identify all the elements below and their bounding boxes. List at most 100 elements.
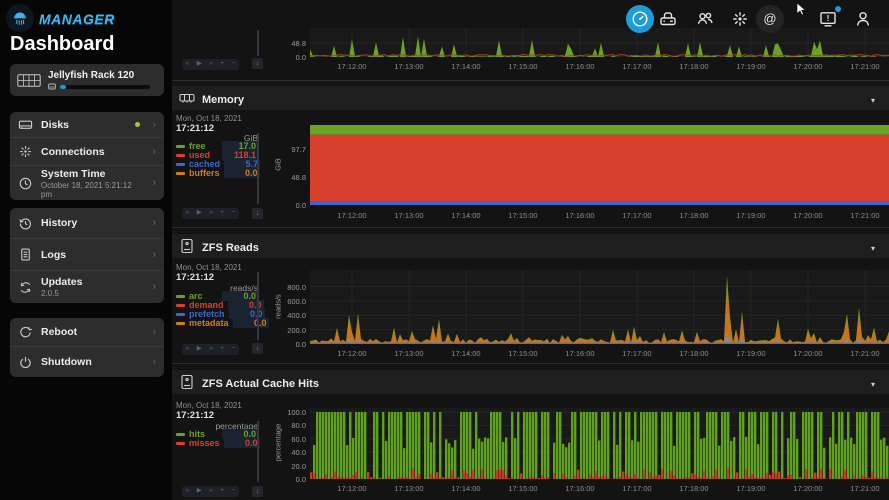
chart-playback-controls: « ▶ » +− xyxy=(182,208,239,219)
chart-zoom-slider-thumb[interactable]: ↓ xyxy=(252,208,263,219)
chart-zoom-slider-track[interactable] xyxy=(257,133,259,204)
cache_hits-chart[interactable] xyxy=(310,408,889,479)
x-axis-label: 17:17:00 xyxy=(617,349,657,358)
player-zoom-in-button[interactable]: + xyxy=(220,488,224,495)
updates-icon xyxy=(18,280,33,295)
x-axis-label: 17:16:00 xyxy=(560,484,600,493)
sidebar-item-logs[interactable]: Logs › xyxy=(10,239,164,271)
y-axis-label: 200.0 xyxy=(278,326,306,335)
player-forward-button[interactable]: » xyxy=(209,210,213,217)
chevron-right-icon: › xyxy=(152,120,156,130)
player-zoom-out-button[interactable]: − xyxy=(231,346,235,353)
legend-row-metadata[interactable]: metadata 0.0 xyxy=(176,318,258,328)
zfs-reads-collapse-caret[interactable]: ▾ xyxy=(871,244,875,253)
x-axis-label: 17:18:00 xyxy=(674,484,714,493)
chart-zoom-slider-thumb[interactable]: ↓ xyxy=(252,486,263,497)
player-play-button[interactable]: ▶ xyxy=(197,61,202,68)
sidebar-group-maintenance: History › Logs › Updates 2.0.5 › xyxy=(10,208,164,303)
y-axis-label: 97.7 xyxy=(278,145,306,154)
cache-hits-legend-time: 17:21:12 xyxy=(176,410,214,421)
chevron-right-icon: › xyxy=(152,218,156,228)
chart-zoom-slider-track[interactable] xyxy=(257,30,259,56)
sidebar-item-label: Logs xyxy=(41,249,66,261)
x-axis-label: 17:14:00 xyxy=(446,62,486,71)
x-axis-label: 17:18:00 xyxy=(674,62,714,71)
system-card[interactable]: Jellyfish Rack 120 xyxy=(10,64,164,96)
memory-chart[interactable] xyxy=(310,125,889,205)
zfs-reads-panel-title: ZFS Reads xyxy=(202,242,259,254)
legend-swatch xyxy=(176,172,185,175)
legend-label: metadata xyxy=(189,318,229,328)
cache-hits-collapse-caret[interactable]: ▾ xyxy=(871,380,875,389)
x-axis-label: 17:20:00 xyxy=(788,211,828,220)
player-play-button[interactable]: ▶ xyxy=(197,210,202,217)
memory-collapse-caret[interactable]: ▾ xyxy=(871,96,875,105)
x-axis-label: 17:17:00 xyxy=(617,211,657,220)
sidebar-item-system-time[interactable]: System Time October 18, 2021 5:21:12 pm … xyxy=(10,166,164,200)
page-title: Dashboard xyxy=(10,33,114,56)
player-zoom-out-button[interactable]: − xyxy=(231,210,235,217)
zfs-cache-icon xyxy=(179,374,195,390)
chart-zoom-slider-track[interactable] xyxy=(257,421,259,482)
legend-swatch xyxy=(176,295,185,298)
legend-label: buffers xyxy=(189,168,220,178)
x-axis-label: 17:19:00 xyxy=(731,349,771,358)
x-axis-label: 17:14:00 xyxy=(446,211,486,220)
sidebar-item-connections[interactable]: Connections › xyxy=(10,138,164,166)
x-axis-label: 17:19:00 xyxy=(731,62,771,71)
x-axis-label: 17:15:00 xyxy=(503,349,543,358)
chart-zoom-slider-thumb[interactable]: ↓ xyxy=(252,343,263,354)
dashboard-page: MANAGER Dashboard @ ! xyxy=(0,0,889,500)
top_partial-chart[interactable] xyxy=(310,28,889,57)
x-axis-label: 17:21:00 xyxy=(845,211,885,220)
panel-separator xyxy=(172,363,889,364)
sidebar-item-label: Reboot xyxy=(41,326,77,338)
player-zoom-out-button[interactable]: − xyxy=(231,488,235,495)
y-axis-label: 40.0 xyxy=(278,448,306,457)
player-rewind-button[interactable]: « xyxy=(186,346,190,353)
memory-icon xyxy=(179,90,195,106)
storage-usage-fill xyxy=(60,85,66,89)
support-at-icon[interactable]: @ xyxy=(756,5,784,33)
account-icon[interactable] xyxy=(849,5,877,33)
player-zoom-in-button[interactable]: + xyxy=(220,210,224,217)
player-rewind-button[interactable]: « xyxy=(186,61,190,68)
sidebar-item-updates[interactable]: Updates 2.0.5 › xyxy=(10,271,164,303)
player-forward-button[interactable]: » xyxy=(209,488,213,495)
x-axis-label: 17:15:00 xyxy=(503,484,543,493)
player-play-button[interactable]: ▶ xyxy=(197,488,202,495)
sidebar-item-disks[interactable]: Disks › xyxy=(10,112,164,138)
legend-row-misses[interactable]: misses 0.0 xyxy=(176,438,258,448)
legend-row-buffers[interactable]: buffers 0.0 xyxy=(176,168,258,178)
chart-zoom-slider-thumb[interactable]: ↓ xyxy=(252,58,263,69)
legend-swatch xyxy=(176,154,185,157)
player-rewind-button[interactable]: « xyxy=(186,210,190,217)
system-card-title: Jellyfish Rack 120 xyxy=(48,70,150,81)
y-axis-label: 600.0 xyxy=(278,297,306,306)
player-zoom-in-button[interactable]: + xyxy=(220,61,224,68)
sidebar-item-reboot[interactable]: Reboot › xyxy=(10,318,164,347)
memory-y-axis-unit: GiB xyxy=(274,135,283,195)
jellyfish-logo-icon[interactable] xyxy=(6,4,34,32)
sidebar-item-shutdown[interactable]: Shutdown › xyxy=(10,347,164,377)
sidebar-item-label: History xyxy=(41,217,77,229)
mouse-cursor xyxy=(797,3,808,16)
panel-separator xyxy=(172,80,889,81)
chart-zoom-slider-track[interactable] xyxy=(257,272,259,340)
disks-icon[interactable] xyxy=(654,5,682,33)
legend-swatch xyxy=(176,442,185,445)
sidebar-item-history[interactable]: History › xyxy=(10,208,164,239)
player-play-button[interactable]: ▶ xyxy=(197,346,202,353)
player-forward-button[interactable]: » xyxy=(209,61,213,68)
player-rewind-button[interactable]: « xyxy=(186,488,190,495)
chart-playback-controls: « ▶ » +− xyxy=(182,344,239,355)
connections-hub-icon[interactable] xyxy=(726,5,754,33)
player-zoom-in-button[interactable]: + xyxy=(220,346,224,353)
disks-status-dot xyxy=(135,122,140,127)
y-axis-label: 0.0 xyxy=(278,201,306,210)
player-forward-button[interactable]: » xyxy=(209,346,213,353)
dashboard-gauge-icon[interactable] xyxy=(626,5,654,33)
player-zoom-out-button[interactable]: − xyxy=(231,61,235,68)
users-icon[interactable] xyxy=(691,5,719,33)
zfs_reads-chart[interactable] xyxy=(310,270,889,344)
